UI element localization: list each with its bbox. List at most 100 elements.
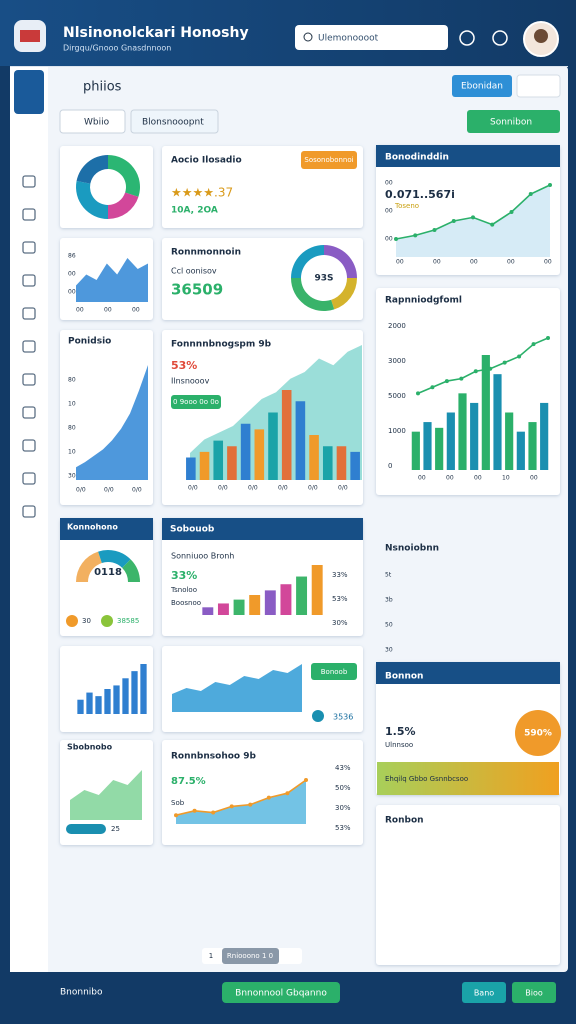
nav-icon[interactable] xyxy=(22,439,36,452)
point xyxy=(517,354,522,359)
nav-icon[interactable] xyxy=(22,307,36,320)
toggle[interactable] xyxy=(66,824,106,834)
bar xyxy=(280,584,292,615)
label: 00 xyxy=(132,307,140,314)
label: 0/0 xyxy=(338,485,348,492)
page-current[interactable] xyxy=(222,948,279,964)
label: Konnohono xyxy=(67,523,118,532)
label: 0/0 xyxy=(104,487,114,494)
label: 36509 xyxy=(171,281,223,299)
badge xyxy=(301,151,357,169)
area xyxy=(396,185,550,257)
label: 00 xyxy=(385,208,393,215)
label: Bnonnibo xyxy=(60,988,103,998)
card-header xyxy=(376,145,560,167)
point xyxy=(451,219,456,223)
menu-button[interactable] xyxy=(516,74,561,98)
label: 0/0 xyxy=(76,487,86,494)
search-box[interactable] xyxy=(295,25,448,50)
label: Ronnmonnoin xyxy=(171,248,241,258)
label: 00 xyxy=(530,475,538,482)
bar xyxy=(458,393,467,470)
bar xyxy=(86,692,93,714)
label: Ehqilq Gbbo Gsnnbcsoo xyxy=(385,775,468,783)
point xyxy=(211,810,216,815)
tab[interactable] xyxy=(59,109,126,134)
line xyxy=(175,779,307,816)
pill xyxy=(311,663,357,680)
point xyxy=(488,366,493,371)
label: Bano xyxy=(474,989,494,998)
point xyxy=(444,379,449,384)
label: 30% xyxy=(332,619,348,627)
label: 0 9ooo 0o 0o xyxy=(173,398,219,406)
sidebar-logo xyxy=(14,70,44,114)
label: Fonnnnbnogspm 9b xyxy=(171,340,272,350)
donut-segment xyxy=(324,245,357,278)
label: ★★★★.37 xyxy=(171,186,233,200)
action-button[interactable] xyxy=(467,110,560,133)
primary-button[interactable] xyxy=(452,75,512,97)
point xyxy=(531,342,536,347)
label: 30 xyxy=(68,473,76,480)
tab-active[interactable] xyxy=(130,109,219,134)
label: Nsnoiobnn xyxy=(385,544,439,554)
label: 0/0 xyxy=(132,487,142,494)
footer-button[interactable] xyxy=(222,982,340,1003)
label: 590% xyxy=(524,729,552,739)
bar xyxy=(240,423,251,480)
point xyxy=(285,791,290,796)
point xyxy=(548,183,552,187)
point xyxy=(413,233,418,238)
area xyxy=(70,770,142,820)
label: 00 xyxy=(433,259,441,266)
label: Ulnnsoo xyxy=(385,741,413,749)
donut-segment xyxy=(291,278,335,311)
footer-button[interactable] xyxy=(462,982,506,1003)
donut-segment xyxy=(98,550,131,568)
footer-button[interactable] xyxy=(512,982,556,1003)
nav-icon[interactable] xyxy=(22,175,36,188)
nav-icon[interactable] xyxy=(22,241,36,254)
point xyxy=(248,802,253,807)
label: 10A, 2OA xyxy=(171,206,218,216)
bar xyxy=(95,696,102,714)
nav-icon[interactable] xyxy=(22,406,36,419)
area xyxy=(76,365,148,480)
bar xyxy=(202,607,214,615)
label: 5t xyxy=(385,572,392,579)
bar xyxy=(217,603,229,615)
bar xyxy=(249,595,261,615)
nav-icon[interactable] xyxy=(22,208,36,221)
bar xyxy=(140,664,147,714)
bar xyxy=(311,565,323,615)
point xyxy=(430,385,435,390)
label: 10 xyxy=(68,449,76,456)
label: 30 xyxy=(82,617,91,625)
label: 25 xyxy=(111,825,120,833)
label: 30 xyxy=(385,647,393,654)
bar xyxy=(493,374,502,470)
label: Boosnoo xyxy=(171,599,201,607)
point xyxy=(528,192,533,196)
nav-icon[interactable] xyxy=(22,274,36,287)
label: Bonnon xyxy=(385,672,423,682)
donut-segment xyxy=(108,155,140,197)
nav-icon[interactable] xyxy=(22,373,36,386)
help-icon[interactable] xyxy=(459,30,475,46)
label: Bonoob xyxy=(321,668,348,676)
nav-icon[interactable] xyxy=(22,472,36,485)
point xyxy=(416,391,420,396)
label: Ponidsio xyxy=(68,337,111,347)
settings-icon[interactable] xyxy=(492,30,508,46)
nav-icon[interactable] xyxy=(22,505,36,518)
bar xyxy=(516,431,525,470)
line xyxy=(417,337,549,395)
tab-label: Blonsnooopnt xyxy=(142,118,204,128)
label: 53% xyxy=(332,595,348,603)
label: Tsnoloo xyxy=(170,586,197,594)
nav-icon[interactable] xyxy=(22,340,36,353)
bar xyxy=(528,422,537,470)
label: 00 xyxy=(418,475,426,482)
